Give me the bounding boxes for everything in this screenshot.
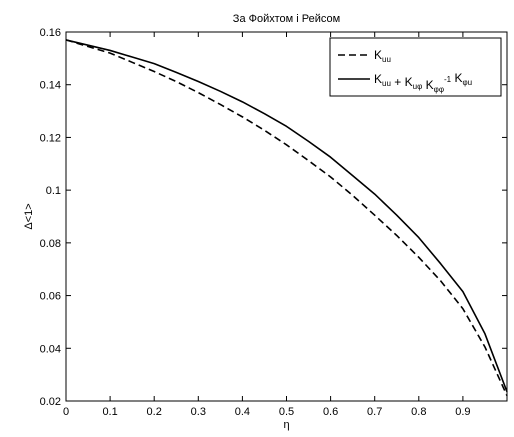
legend-subscript: φφ	[434, 85, 444, 94]
y-tick-label: 0.12	[40, 132, 61, 144]
x-tick-label: 0.4	[235, 406, 250, 418]
legend-symbol: K	[374, 72, 382, 86]
legend-entry-1: Kuu	[374, 48, 391, 64]
y-tick-label: 0.08	[40, 238, 61, 250]
y-tick-label: 0.02	[40, 396, 61, 408]
legend-subscript: uu	[382, 79, 391, 88]
x-tick-label: 0.2	[147, 406, 162, 418]
legend-subscript: φu	[462, 78, 472, 87]
legend-superscript: -1	[444, 75, 452, 84]
y-tick-label: 0.1	[46, 185, 61, 197]
x-tick-label: 0	[63, 406, 69, 418]
y-tick-label: 0.14	[40, 80, 61, 92]
legend-box	[329, 37, 502, 97]
legend-subscript: uφ	[413, 82, 423, 91]
legend-text-part: +	[391, 75, 405, 89]
legend-symbol: K	[426, 78, 434, 92]
x-tick-label: 0.8	[411, 406, 426, 418]
y-tick-label: 0.04	[40, 343, 61, 355]
y-tick-label: 0.06	[40, 291, 61, 303]
x-tick-label: 0.1	[102, 406, 117, 418]
y-axis-label: Δ<1>	[23, 203, 35, 229]
y-tick-label: 0.16	[40, 27, 61, 39]
x-tick-label: 0.7	[367, 406, 382, 418]
x-tick-label: 0.9	[455, 406, 470, 418]
x-tick-label: 0.3	[191, 406, 206, 418]
legend-subscript: uu	[382, 55, 391, 64]
legend-symbol: K	[454, 71, 462, 85]
legend-symbol: K	[374, 48, 382, 62]
series-line-kuu-coupled	[65, 39, 508, 393]
x-axis-label: η	[283, 419, 289, 431]
series-line-kuu	[65, 39, 508, 397]
chart-title: За Фойхтом і Рейсом	[233, 13, 340, 25]
legend-entry-2: Kuu + Kuφ Kφφ-1 Kφu	[374, 71, 472, 94]
legend-symbol: K	[405, 75, 413, 89]
x-tick-label: 0.6	[323, 406, 338, 418]
x-tick-label: 0.5	[279, 406, 294, 418]
